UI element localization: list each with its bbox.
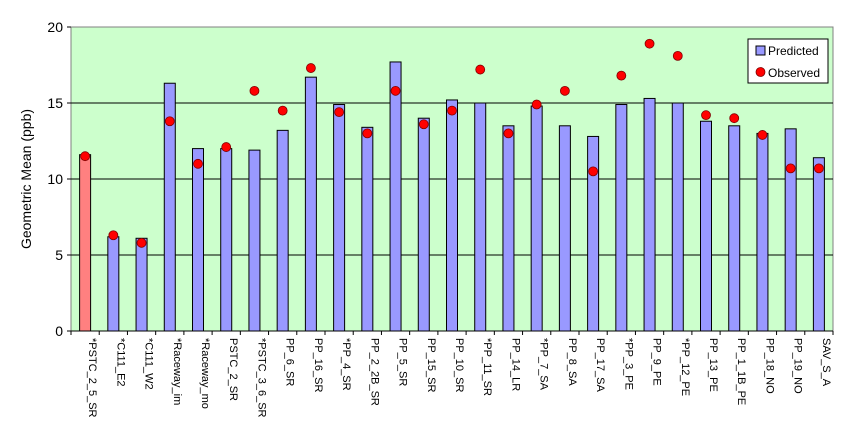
bar-predicted [812, 157, 825, 332]
point-observed [701, 110, 711, 121]
x-tick-label: *PP_12_PE [679, 338, 691, 396]
bar-predicted [107, 236, 120, 332]
x-tick-label: PP_1_1B_PE [735, 338, 747, 405]
point-observed [559, 85, 570, 96]
point-observed [475, 64, 486, 75]
x-tick-label: PP_10_SR [453, 338, 465, 392]
y-tick-label: 20 [47, 19, 63, 35]
x-tick-label: *PP_3_PE [622, 338, 634, 390]
bar-predicted [220, 148, 233, 332]
bar-predicted [446, 99, 458, 332]
bar-predicted [587, 135, 600, 332]
y-tick-label: 10 [47, 171, 63, 187]
x-tick-label: *C111_E2 [114, 338, 126, 387]
y-tick-label: 0 [55, 323, 63, 339]
bar-predicted [361, 126, 374, 332]
point-observed [757, 130, 768, 140]
point-observed [249, 85, 260, 96]
bars [79, 61, 825, 332]
x-tick-label: PP_6_SR [284, 338, 296, 386]
bar-predicted [304, 76, 317, 332]
x-tick-label: *PP_11_SR [481, 338, 493, 396]
point-observed [588, 166, 599, 177]
legend: Predicted Observed [747, 38, 829, 84]
x-tick-label: *Raceway_im [171, 338, 183, 405]
point-observed [334, 107, 345, 118]
bar-predicted [728, 125, 741, 332]
point-observed [80, 151, 91, 162]
bar-predicted [756, 132, 769, 332]
point-observed [305, 63, 316, 73]
bar-predicted [192, 148, 204, 332]
x-axis-ticks: *PSTC_2_5_SR *C111_E2 *C111_W2 *Raceway_im *… [70, 330, 834, 418]
x-tick-label: *PSTC_3_6_SR [255, 338, 267, 418]
bar-predicted [417, 117, 430, 332]
bar-predicted [276, 129, 289, 332]
point-observed [644, 38, 655, 49]
point-observed [193, 158, 203, 169]
x-tick-label: PP_18_NO [763, 338, 775, 394]
bar-predicted [558, 125, 571, 332]
point-observed [447, 105, 457, 116]
observed-points [80, 38, 824, 248]
bar-predicted [474, 102, 487, 332]
point-observed [418, 119, 429, 130]
bar-predicted [700, 120, 712, 332]
point-observed [672, 50, 683, 61]
point-observed [136, 237, 147, 248]
bar-predicted [135, 237, 148, 332]
bar-predicted [615, 104, 628, 332]
y-tick-label: 5 [55, 247, 63, 263]
x-tick-label: PP_13_PE [707, 338, 719, 392]
point-observed [362, 128, 373, 139]
y-axis-ticks: 0 5 10 15 20 [47, 19, 71, 339]
x-tick-label: PP_9_PE [651, 338, 663, 386]
x-tick-label: *Raceway_mo [199, 338, 211, 409]
point-observed [108, 230, 119, 241]
x-tick-label: PP_16_SR [312, 338, 324, 392]
x-tick-label: PSTC_2_SR [227, 338, 239, 401]
bar-predicted [784, 128, 797, 332]
x-tick-label: PP_19_NO [792, 338, 804, 394]
point-observed [729, 113, 740, 124]
bar-predicted [502, 125, 515, 332]
x-tick-label: PP_15_SR [425, 338, 437, 392]
point-observed [390, 85, 401, 96]
point-observed [531, 99, 542, 110]
x-tick-label: PP_17_SA [594, 338, 606, 392]
bar-predicted [79, 154, 92, 332]
bar-predicted [671, 102, 684, 332]
point-observed [277, 105, 288, 116]
point-observed [221, 142, 232, 152]
legend-predicted-label: Predicted [768, 44, 819, 58]
point-observed [813, 163, 824, 174]
bar-predicted [643, 97, 656, 332]
x-tick-label: SAV_S_A [820, 338, 832, 387]
legend-observed-label: Observed [768, 66, 820, 80]
bar-predicted [389, 61, 402, 332]
x-tick-label: *PP_4_SR [340, 338, 352, 391]
bar-predicted [530, 105, 543, 332]
x-tick-label: PP_8_SA [566, 338, 578, 386]
point-observed [616, 70, 627, 81]
y-axis-label: Geometric Mean (ppb) [18, 109, 34, 249]
bar-predicted [333, 104, 346, 332]
point-observed [503, 128, 514, 139]
x-tick-label: PP_2_2B_SR [368, 338, 380, 406]
legend-predicted-swatch [755, 45, 766, 56]
legend-observed-marker [755, 67, 766, 77]
bar-predicted [248, 149, 261, 332]
y-tick-label: 15 [47, 95, 63, 111]
point-observed [164, 116, 175, 127]
x-tick-label: PP_5_SR [397, 338, 409, 386]
x-tick-label: PP_14_LR [509, 338, 521, 391]
x-tick-label: *C111_W2 [143, 338, 155, 390]
point-observed [785, 163, 796, 174]
x-tick-label: *PP_7_SA [538, 338, 550, 391]
x-tick-label: *PSTC_2_5_SR [86, 338, 98, 418]
